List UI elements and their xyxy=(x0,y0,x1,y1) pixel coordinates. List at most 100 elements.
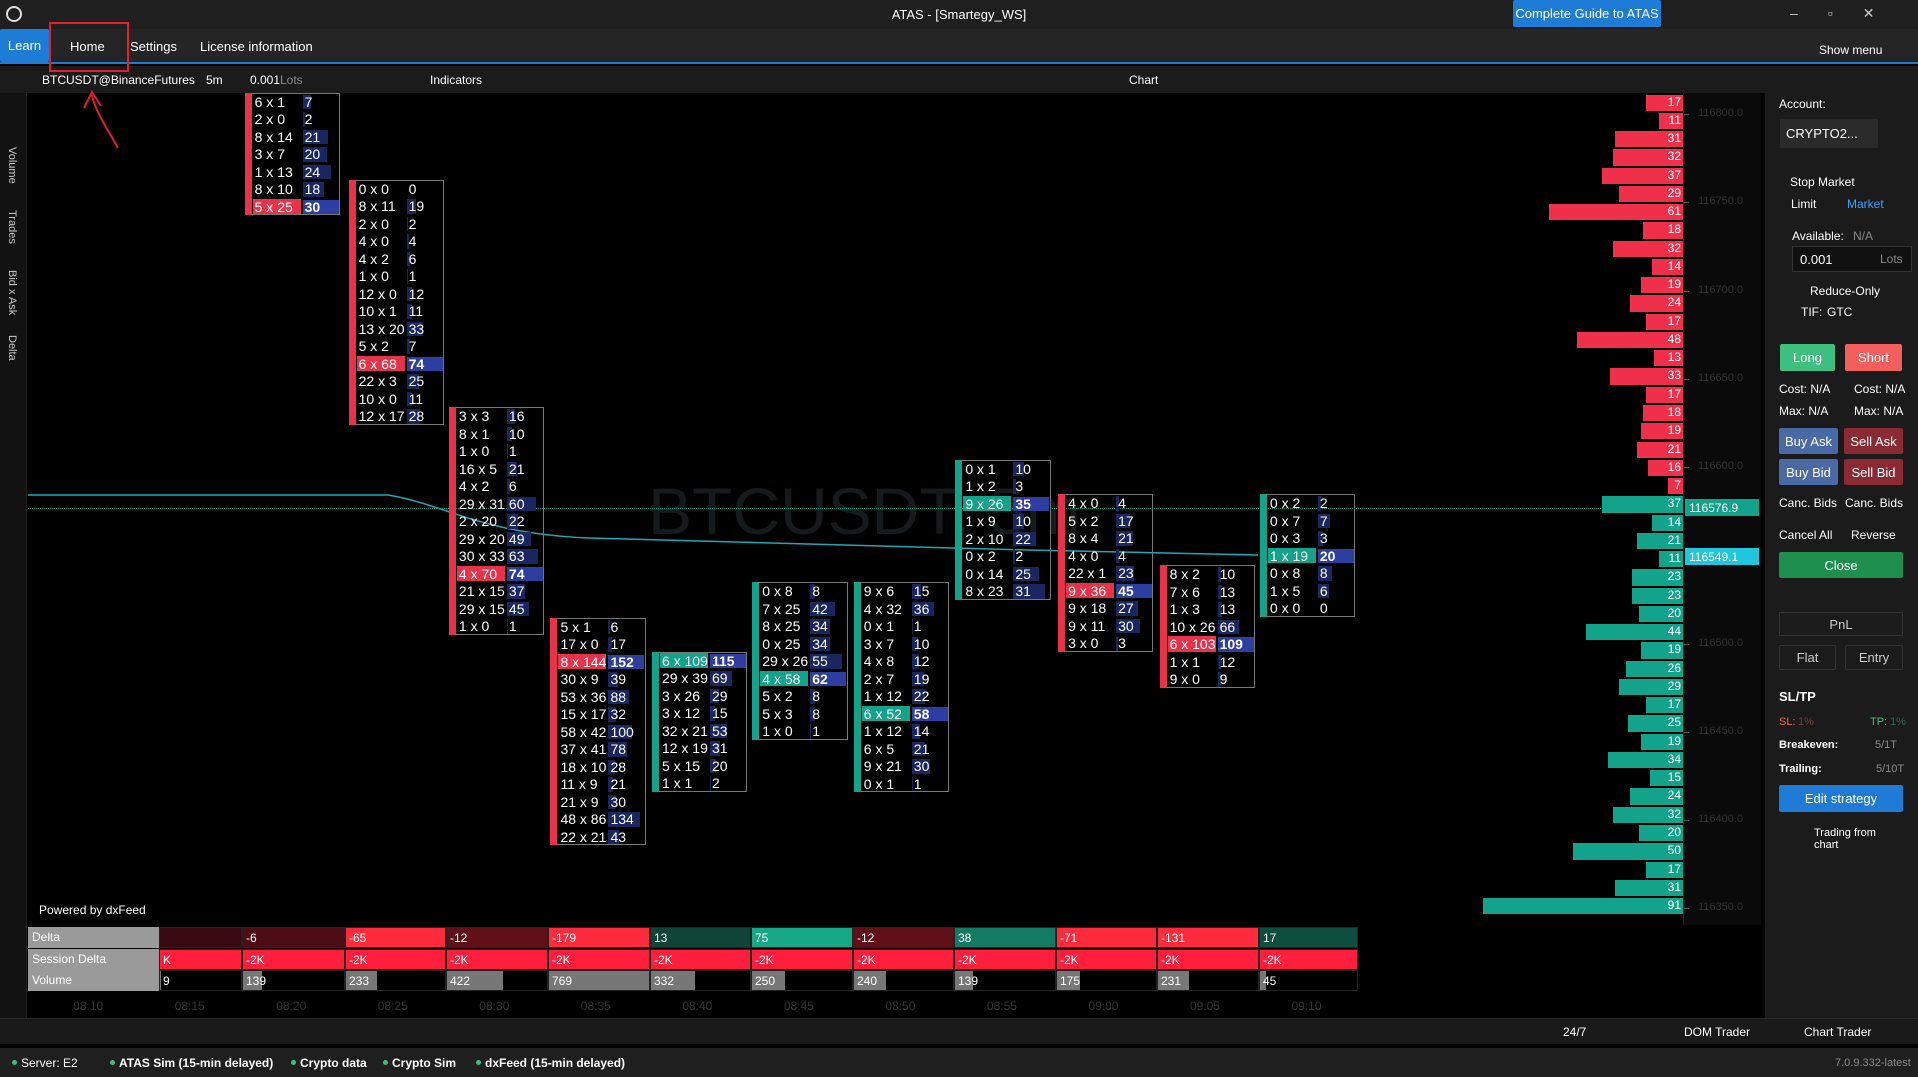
volume-bar xyxy=(810,619,830,634)
stats-cell: 332 xyxy=(650,970,751,991)
profile-label: 11 xyxy=(1668,551,1681,566)
short-button[interactable]: Short xyxy=(1845,344,1902,371)
cluster-volume: 74 xyxy=(508,565,525,582)
bid-ask: 0 x 0 xyxy=(358,180,389,197)
cluster-volume: 152 xyxy=(610,653,634,670)
dom-trader[interactable]: DOM Trader xyxy=(1684,1025,1751,1039)
cluster-volume: 27 xyxy=(1118,600,1134,617)
profile-label: 91 xyxy=(1667,898,1681,913)
window-controls[interactable]: –▫✕ xyxy=(1790,5,1905,21)
bid-ask: 2 x 0 xyxy=(254,111,285,128)
cluster-volume: 21 xyxy=(610,776,627,793)
timeframe[interactable]: 5m xyxy=(206,73,223,87)
tab-limit[interactable]: Limit xyxy=(1791,197,1817,211)
volume-text: 139 xyxy=(958,974,979,988)
stats-cell: -6 xyxy=(242,927,345,948)
profile-bar xyxy=(1630,788,1683,805)
cluster-volume: 30 xyxy=(1118,617,1134,634)
cancel-asks[interactable]: Canc. Bids xyxy=(1845,496,1904,510)
profile-label: 24 xyxy=(1667,295,1681,310)
vwap-layer xyxy=(28,494,1259,556)
qty[interactable]: 0.001 xyxy=(1800,252,1833,267)
tab-home[interactable]: Home xyxy=(70,39,105,54)
indicator-label: Delta xyxy=(6,335,18,361)
bid-ask: 8 x 14 xyxy=(254,128,293,145)
qty-box[interactable] xyxy=(1792,246,1912,272)
cluster-volume: 3 xyxy=(1118,635,1126,652)
cluster-volume: 20 xyxy=(1319,547,1336,564)
cluster-volume: 17 xyxy=(610,636,627,653)
volume-text: 231 xyxy=(1161,974,1182,988)
cancel-all[interactable]: Cancel All xyxy=(1779,528,1833,542)
bid-ask: 1 x 12 xyxy=(863,723,902,740)
buy-ask[interactable]: Buy Ask xyxy=(1779,428,1838,454)
cluster-volume: 0 xyxy=(1319,600,1328,617)
cluster-volume: 88 xyxy=(610,688,627,705)
tab-market[interactable]: Market xyxy=(1847,197,1884,211)
trading-from-chart[interactable]: Trading from chart xyxy=(1814,827,1876,851)
volume-bar xyxy=(506,479,510,494)
bid-ask: 0 x 2 xyxy=(965,548,996,565)
profile-bar xyxy=(1645,386,1683,403)
tab-settings[interactable]: Settings xyxy=(130,39,177,54)
price-label: 116750.0 xyxy=(1698,195,1744,208)
volume-bar xyxy=(1217,602,1222,617)
volume-bar xyxy=(608,794,616,810)
cancel-bids[interactable]: Canc. Bids xyxy=(1779,496,1838,510)
cluster-volume: 109 xyxy=(1219,636,1243,653)
buy-bid[interactable]: Buy Bid xyxy=(1779,459,1838,485)
sell-ask[interactable]: Sell Ask xyxy=(1844,428,1903,454)
tif[interactable]: GTC xyxy=(1827,305,1853,319)
volume-bar xyxy=(911,619,913,634)
chart-trader[interactable]: Chart Trader xyxy=(1804,1025,1872,1039)
cluster-volume: 2 xyxy=(304,111,313,128)
left-toolbar xyxy=(0,93,27,1018)
available-label: Available: xyxy=(1792,229,1844,243)
qty-unit: Lots xyxy=(1880,252,1903,266)
volume-bar xyxy=(302,94,312,110)
flat-button[interactable]: Flat xyxy=(1779,645,1836,670)
bid-ask: 0 x 25 xyxy=(762,635,801,652)
lots-value[interactable]: 0.001 xyxy=(250,73,281,87)
cluster-volume: 12 xyxy=(913,653,930,670)
stats-cell: K xyxy=(159,948,242,970)
stats-cell: 45 xyxy=(1259,970,1358,991)
profile-bar xyxy=(1572,843,1683,860)
bid-ask: 29 x 39 xyxy=(661,670,708,687)
time-label: 08:55 xyxy=(986,999,1017,1013)
tab-learn[interactable]: Learn xyxy=(0,29,49,62)
volume-bar xyxy=(608,654,645,670)
symbol[interactable]: BTCUSDT@BinanceFutures xyxy=(42,73,195,87)
account-select[interactable]: CRYPTO2... xyxy=(1780,119,1878,148)
show-menu[interactable]: Show menu xyxy=(1819,43,1883,57)
close-button[interactable]: Close xyxy=(1779,552,1903,578)
reduce-only[interactable]: Reduce-Only xyxy=(1810,284,1881,298)
volume-bar xyxy=(506,514,518,529)
edit-strategy[interactable]: Edit strategy xyxy=(1779,785,1903,812)
indicators[interactable]: Indicators xyxy=(430,73,483,87)
cluster-volume: 20 xyxy=(304,146,321,163)
bid-ask: 6 x 68 xyxy=(358,355,397,372)
bid-ask: 1 x 13 xyxy=(254,163,293,180)
reverse[interactable]: Reverse xyxy=(1851,528,1896,542)
order-type[interactable]: Stop Market xyxy=(1790,175,1855,189)
entry-button[interactable]: Entry xyxy=(1845,645,1903,670)
session[interactable]: 24/7 xyxy=(1563,1025,1587,1039)
tab-license[interactable]: License information xyxy=(200,39,313,54)
sell-bid[interactable]: Sell Bid xyxy=(1844,459,1903,485)
guide-button[interactable]: Complete Guide to ATAS xyxy=(1513,0,1661,27)
volume-bar xyxy=(911,636,918,652)
bid-ask: 21 x 15 xyxy=(458,583,505,600)
candle-body xyxy=(853,582,861,793)
volume-bar xyxy=(1217,584,1222,600)
volume-bar xyxy=(911,759,931,774)
volume-bar xyxy=(810,654,843,669)
bid-ask: 1 x 12 xyxy=(863,688,902,705)
stats-cell: -2K xyxy=(1157,948,1259,970)
volume-bar xyxy=(810,689,815,704)
stats-cell: 422 xyxy=(446,970,548,991)
cluster-volume: 42 xyxy=(812,600,828,617)
pnl-button[interactable]: PnL xyxy=(1779,612,1903,636)
bid-ask: 1 x 0 xyxy=(458,443,490,460)
long-button[interactable]: Long xyxy=(1780,344,1835,371)
